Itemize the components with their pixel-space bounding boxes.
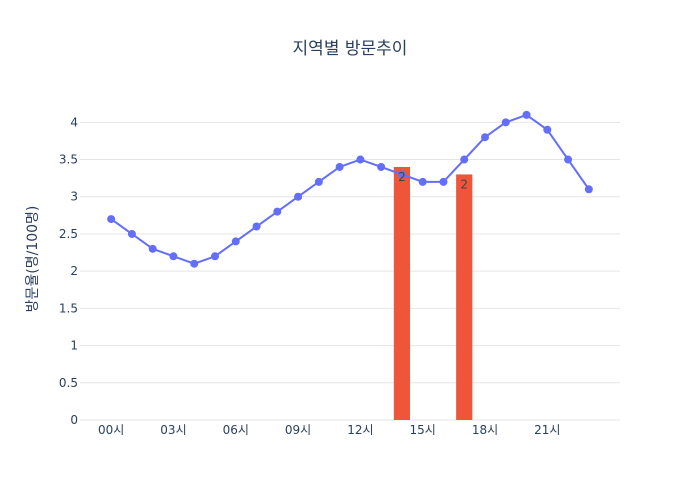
data-point [522,110,531,119]
data-point [460,155,469,164]
data-point [107,215,116,224]
y-axis-label: 방문율(명/100명) [25,206,41,313]
x-axis-ticks: 00시 03시 06시 09시 12시 15시 18시 21시 [98,423,560,437]
data-point [501,118,510,127]
x-tick-label: 06시 [223,423,249,437]
data-point [564,155,573,164]
y-tick-label: 3.5 [59,153,78,167]
x-tick-label: 09시 [285,423,311,437]
data-point [148,244,157,253]
x-tick-label: 15시 [410,423,436,437]
data-point [481,133,489,142]
data-point [211,252,219,261]
grid-lines [80,121,620,421]
data-point [273,207,282,216]
bar-labels: 22 [398,170,468,191]
chart-title: 지역별 방문추이 [292,39,408,59]
bar-series [393,166,473,420]
data-point [190,259,199,268]
bar [393,166,411,420]
line-series [110,113,590,265]
x-tick-label: 18시 [472,423,498,437]
series-line [110,113,590,265]
x-tick-label: 00시 [98,423,124,437]
data-point [314,177,323,186]
y-tick-label: 3 [70,190,78,204]
y-tick-label: 0 [70,413,78,427]
data-point [335,162,344,171]
y-tick-label: 2.5 [59,227,78,241]
data-point [439,177,448,186]
data-point [543,125,552,134]
data-point [294,192,303,201]
data-point [397,170,406,179]
data-point [418,177,427,186]
data-point [356,155,365,164]
bar-value-label: 2 [460,177,468,191]
data-point [127,229,136,238]
x-tick-label: 12시 [347,423,373,437]
x-tick-label: 03시 [160,423,186,437]
data-point [231,237,240,246]
data-point [169,252,178,261]
y-axis-ticks: 0 0.5 1 1.5 2 2.5 3 3.5 4 [59,115,78,427]
y-tick-label: 1.5 [59,301,78,315]
bar [456,174,473,420]
line-points [107,110,593,268]
y-tick-label: 4 [70,115,78,129]
y-tick-label: 1 [70,339,78,353]
y-tick-label: 0.5 [59,376,78,390]
y-tick-label: 2 [70,264,78,278]
data-point [377,162,386,171]
data-point [252,222,261,231]
x-tick-label: 21시 [534,423,560,437]
data-point [584,185,593,194]
bar-value-label: 2 [398,170,406,184]
